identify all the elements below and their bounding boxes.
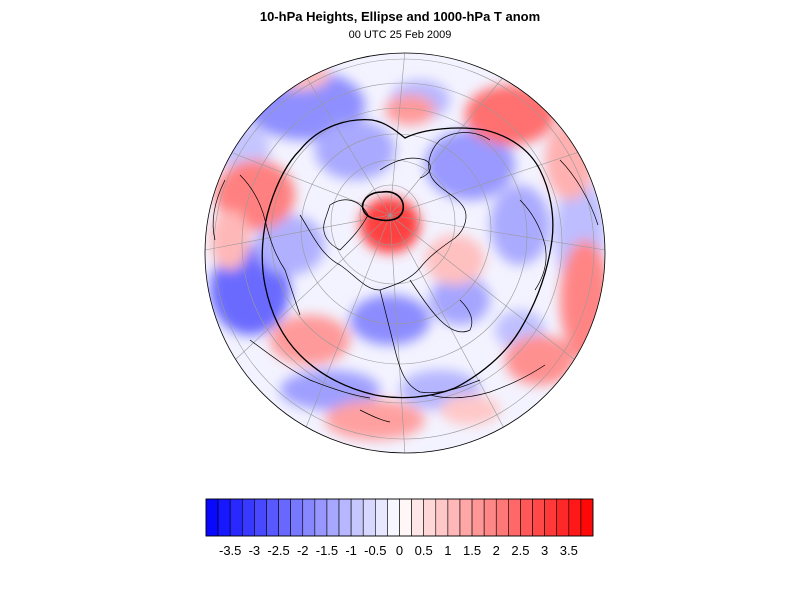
colorbar-tick-label: 1 [444,543,452,558]
colorbar-cell [435,498,449,537]
colorbar-cell [350,498,364,537]
colorbar-cell [520,498,533,537]
colorbar-cell [568,498,582,537]
vortex-ellipse [361,190,405,222]
globe-outline [204,52,606,454]
colorbar-tick-label: -0.5 [364,543,387,558]
height-contours [261,119,554,399]
colorbar-tick-label: 2 [492,543,500,558]
anomaly-field [205,53,605,453]
colorbar-cell [580,498,594,537]
colorbar-cell [459,498,473,537]
colorbar-cell [399,498,412,537]
colorbar-tick-label: 0.5 [414,543,433,558]
colorbar-tick-label: -2.5 [267,543,290,558]
colorbar-tick-label: -3 [248,543,261,558]
colorbar-tick-label: 2.5 [511,543,530,558]
colorbar-cell [532,498,545,537]
colorbar-cell [266,498,279,537]
colorbar-cell [508,498,521,537]
colorbar-cell [411,498,424,537]
colorbar-cell [375,498,388,537]
colorbar-frame [205,498,594,537]
colorbar-cell [205,498,219,537]
colorbar-cell [495,498,509,537]
colorbar-cell [278,498,291,537]
colorbar-tick-label: -2 [296,543,309,558]
colorbar-cells [205,498,594,537]
colorbar-tick-label: -3.5 [218,543,242,558]
colorbar-cell [302,498,316,537]
colorbar-tick-label: 3 [541,543,549,558]
colorbar-tick-label: -1.5 [315,543,339,558]
colorbar-cell [387,498,400,537]
figure-title: 10-hPa Heights, Ellipse and 1000-hPa T a… [259,9,541,24]
colorbar-cell [254,498,267,537]
colorbar-cell [314,498,328,537]
figure-subtitle: 00 UTC 25 Feb 2009 [348,29,452,41]
graticule [205,53,605,453]
colorbar-tick-label: -1 [345,543,357,558]
colorbar-cell [362,498,376,537]
colorbar-cell [544,498,558,537]
colorbar-cell [229,498,243,537]
colorbar-cell [326,498,340,537]
colorbar-cell [241,498,255,537]
colorbar-cell [290,498,304,537]
colorbar-tick-label: 0 [395,543,404,558]
colorbar-cell [423,498,437,537]
colorbar-tick-label: 1.5 [463,543,482,558]
colorbar-cell [447,498,461,537]
outer-height-contour [261,119,554,399]
colorbar-cell [217,498,231,537]
colorbar-cell [471,498,485,537]
colorbar-cell [338,498,352,537]
colorbar-cell [483,498,497,537]
colorbar-cell [556,498,570,537]
colorbar-tick-label: 3.5 [559,543,578,558]
coastlines [212,132,599,423]
